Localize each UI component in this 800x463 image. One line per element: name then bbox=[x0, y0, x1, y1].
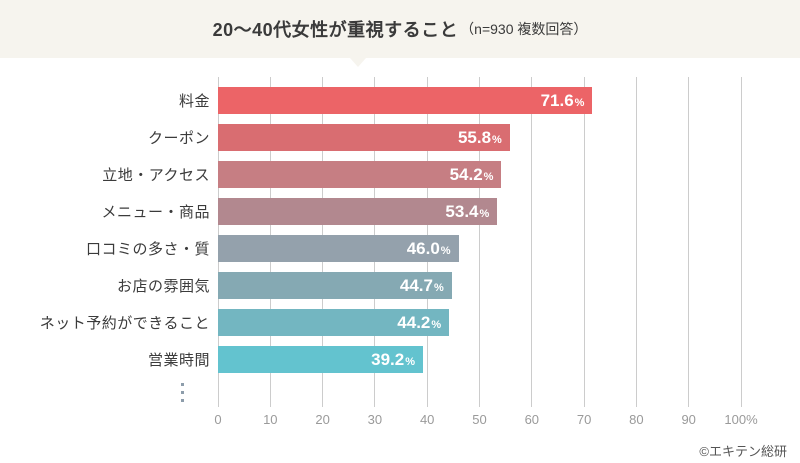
chart-header: 20〜40代女性が重視すること （n=930 複数回答） bbox=[0, 0, 800, 58]
percent-sign: % bbox=[405, 356, 416, 368]
bar: 53.4% bbox=[218, 198, 498, 225]
chart-subtitle: （n=930 複数回答） bbox=[460, 21, 588, 37]
axis-tick-label: 30 bbox=[367, 412, 383, 427]
value-label: 44.2% bbox=[397, 313, 442, 332]
bar-row: 営業時間 39.2% bbox=[0, 346, 800, 373]
category-label: クーポン bbox=[147, 130, 210, 147]
bar-row: お店の雰囲気 44.7% bbox=[0, 272, 800, 299]
gridline bbox=[531, 77, 533, 407]
percent-sign: % bbox=[440, 245, 451, 257]
percent-sign: % bbox=[483, 171, 494, 183]
axis-tick-label: 80 bbox=[629, 412, 644, 427]
value-label: 46.0% bbox=[406, 239, 451, 258]
value-label: 44.7% bbox=[399, 276, 444, 295]
bar: 71.6% bbox=[218, 87, 593, 114]
axis-tick-label: 100% bbox=[724, 412, 758, 427]
percent-sign: % bbox=[479, 208, 490, 220]
bar-row: 料金 71.6% bbox=[0, 87, 800, 114]
gridline bbox=[479, 77, 480, 407]
copyright-credit: ©エキテン総研 bbox=[699, 444, 787, 459]
percent-sign: % bbox=[431, 319, 442, 331]
value-label: 71.6% bbox=[540, 91, 585, 110]
bar: 44.2% bbox=[218, 309, 450, 336]
value-label: 39.2% bbox=[371, 350, 416, 369]
bar: 55.8% bbox=[218, 124, 510, 151]
axis-tick-label: 70 bbox=[576, 412, 592, 427]
bar: 54.2% bbox=[218, 161, 502, 188]
ellipsis-dot bbox=[181, 383, 184, 386]
axis-tick-label: 10 bbox=[263, 412, 278, 427]
chart-title: 20〜40代女性が重視すること bbox=[212, 20, 459, 40]
axis-tick-label: 60 bbox=[524, 412, 540, 427]
percent-sign: % bbox=[574, 97, 585, 109]
category-label: ネット予約ができること bbox=[39, 315, 210, 332]
bar-row: メニュー・商品 53.4% bbox=[0, 198, 800, 225]
category-label: 口コミの多さ・質 bbox=[85, 241, 210, 258]
axis-tick-label: 40 bbox=[419, 412, 435, 427]
bar-row: 口コミの多さ・質 46.0% bbox=[0, 235, 800, 262]
axis-tick-label: 20 bbox=[315, 412, 330, 427]
axis-tick-label: 90 bbox=[681, 412, 696, 427]
bar: 39.2% bbox=[218, 346, 424, 373]
value-label: 54.2% bbox=[449, 165, 494, 184]
category-label: 営業時間 bbox=[147, 352, 210, 369]
bar: 46.0% bbox=[218, 235, 459, 262]
ellipsis-dot bbox=[181, 399, 184, 402]
value-label: 55.8% bbox=[457, 128, 502, 147]
axis-tick-label: 0 bbox=[214, 412, 222, 427]
category-label: お店の雰囲気 bbox=[116, 278, 210, 295]
gridline bbox=[635, 77, 637, 407]
bar-row: 立地・アクセス 54.2% bbox=[0, 161, 800, 188]
bar: 44.7% bbox=[218, 272, 452, 299]
gridline bbox=[688, 77, 690, 407]
gridline bbox=[583, 77, 585, 407]
percent-sign: % bbox=[433, 282, 444, 294]
bar-row: クーポン 55.8% bbox=[0, 124, 800, 151]
gridline bbox=[740, 77, 742, 407]
ellipsis-dot bbox=[181, 391, 184, 394]
percent-sign: % bbox=[492, 134, 502, 146]
header-notch-triangle bbox=[350, 58, 366, 67]
axis-tick-label: 50 bbox=[472, 412, 487, 427]
category-label: 料金 bbox=[178, 93, 210, 110]
bar-row: ネット予約ができること 44.2% bbox=[0, 309, 800, 336]
value-label: 53.4% bbox=[445, 202, 490, 221]
truncation-ellipsis bbox=[181, 383, 184, 402]
category-label: メニュー・商品 bbox=[101, 204, 210, 221]
category-label: 立地・アクセス bbox=[102, 167, 210, 184]
